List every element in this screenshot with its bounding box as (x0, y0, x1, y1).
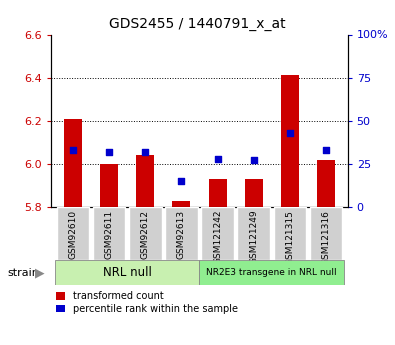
Text: NR2E3 transgene in NRL null: NR2E3 transgene in NRL null (207, 268, 337, 277)
Text: GSM92612: GSM92612 (141, 210, 150, 259)
Point (178, 178, 184, 184)
Text: GSM92611: GSM92611 (105, 210, 114, 259)
Point (214, 156, 221, 161)
Text: GSM92613: GSM92613 (177, 210, 186, 259)
Text: strain: strain (8, 268, 40, 277)
Bar (274, 207, 306, 260)
Text: GDS2455 / 1440791_x_at: GDS2455 / 1440791_x_at (109, 17, 286, 31)
Text: GSM121315: GSM121315 (285, 210, 294, 265)
Text: GSM121316: GSM121316 (322, 210, 331, 265)
Text: GSM92610: GSM92610 (68, 210, 77, 259)
Bar (199, 260, 344, 285)
Point (250, 158, 257, 163)
Bar (209, 179, 227, 207)
Text: ▶: ▶ (35, 266, 44, 279)
Bar (237, 207, 270, 260)
Text: NRL null: NRL null (103, 266, 152, 279)
Bar (317, 160, 335, 207)
Bar (165, 207, 198, 260)
Bar (55, 260, 199, 285)
Point (323, 147, 329, 153)
Legend: transformed count, percentile rank within the sample: transformed count, percentile rank withi… (56, 291, 238, 314)
Bar (172, 200, 190, 207)
Text: GSM121249: GSM121249 (249, 210, 258, 264)
Point (106, 149, 112, 155)
Bar (136, 155, 154, 207)
Point (70, 147, 76, 153)
Bar (64, 119, 82, 207)
Bar (57, 207, 89, 260)
Bar (129, 207, 162, 260)
Point (287, 130, 293, 136)
Point (142, 149, 149, 155)
Bar (245, 179, 263, 207)
Text: GSM121242: GSM121242 (213, 210, 222, 264)
Bar (93, 207, 126, 260)
Bar (100, 164, 118, 207)
Bar (201, 207, 234, 260)
Bar (310, 207, 342, 260)
Bar (281, 76, 299, 207)
